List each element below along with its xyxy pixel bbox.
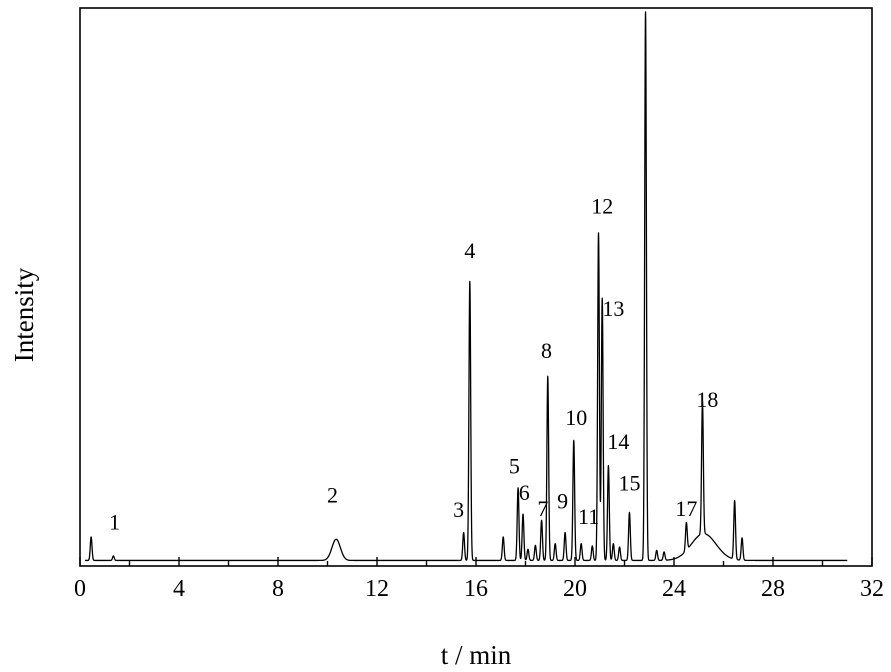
x-tick-label: 0 [74,576,86,602]
peak-label: 10 [565,405,587,430]
chromatogram-trace [84,11,848,562]
x-axis-ticks [79,557,873,566]
peak-label: 18 [696,387,718,412]
x-tick-label: 8 [272,576,284,602]
x-tick-label: 4 [173,576,185,602]
peak-label: 4 [464,238,475,263]
peak-label: 13 [602,296,624,321]
x-tick-label: 20 [563,576,587,602]
peak-label: 6 [519,480,530,505]
y-axis-label: Intensity [9,267,39,362]
peak-label: 14 [607,429,629,454]
peak-label: 15 [618,471,640,496]
x-axis-label: t / min [441,640,512,670]
x-axis-tick-labels: 0 4 8 12 16 20 24 28 32 [74,576,884,602]
peak-label: 12 [591,193,613,218]
plot-frame [79,7,873,567]
peak-label: 8 [541,338,552,363]
peak-label: 17 [675,496,697,521]
peak-label: 5 [509,453,520,478]
peak-label: 11 [578,504,599,529]
x-tick-label: 24 [662,576,686,602]
x-tick-label: 32 [860,576,884,602]
peak-label: 1 [109,510,120,535]
x-tick-label: 16 [464,576,488,602]
peak-label: 7 [537,496,548,521]
peak-label: 3 [453,497,464,522]
x-tick-label: 12 [365,576,389,602]
peak-labels: 123456789101112131415161718 [109,193,718,535]
peak-label: 2 [327,482,338,507]
peak-label: 9 [557,489,568,514]
x-tick-label: 28 [761,576,785,602]
